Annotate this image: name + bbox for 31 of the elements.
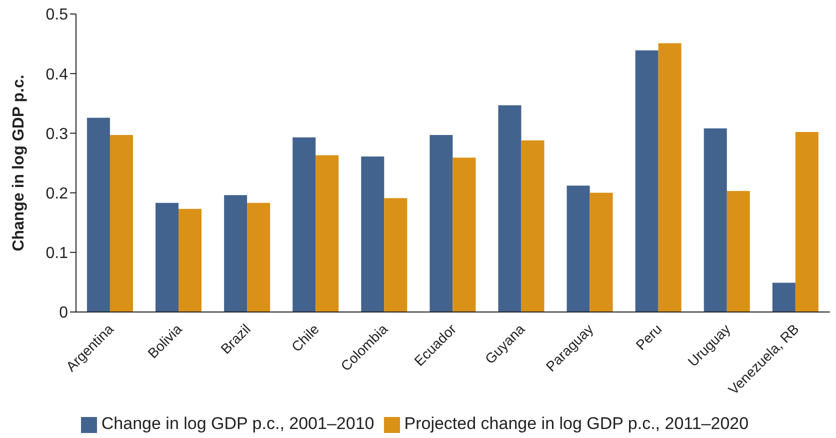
bar [704,128,727,312]
legend-label: Projected change in log GDP p.c., 2011–2020 [404,414,749,433]
bar [498,105,522,312]
y-axis-title: Change in log GDP p.c. [10,74,28,252]
bar [110,134,133,312]
bar [430,134,453,312]
bar [86,118,110,312]
bar [658,43,682,312]
y-tick-label: 0 [59,304,68,322]
bar [156,202,179,312]
y-tick-label: 0.2 [46,185,68,202]
bar [384,198,408,312]
y-tick-label: 0.5 [46,6,68,24]
bar [795,132,818,312]
y-tick-label: 0.1 [46,245,68,262]
bar [590,192,613,312]
bar [521,140,544,312]
bar [726,191,750,312]
bar [178,208,202,312]
bar [247,202,270,312]
y-tick-label: 0.3 [46,126,68,143]
bar [361,156,384,312]
legend-label: Change in log GDP p.c., 2001–2010 [101,414,374,433]
bar [772,282,796,312]
bar [224,195,248,312]
bar [452,158,476,312]
bar [566,186,590,312]
bar [635,50,658,312]
y-tick-label: 0.4 [46,66,68,84]
bar [316,155,339,312]
bar [292,137,316,312]
